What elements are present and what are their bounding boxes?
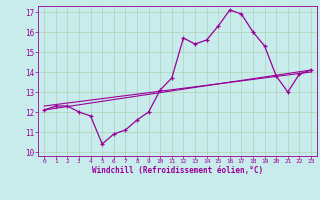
- X-axis label: Windchill (Refroidissement éolien,°C): Windchill (Refroidissement éolien,°C): [92, 166, 263, 175]
